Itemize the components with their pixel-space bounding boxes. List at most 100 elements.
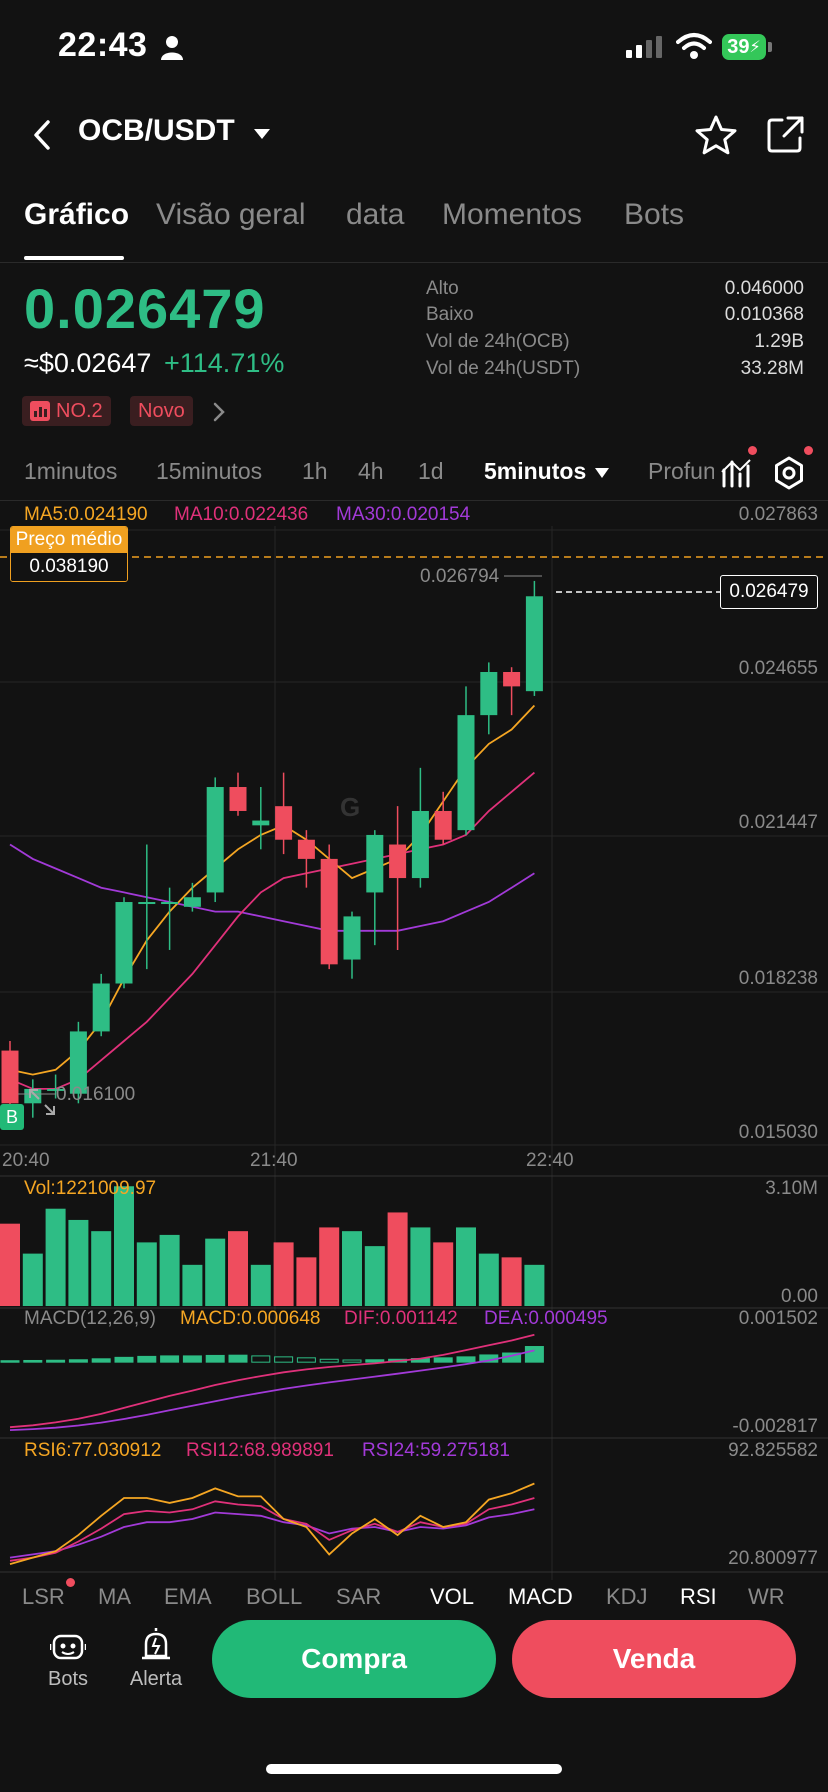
candle-body: [229, 787, 247, 811]
ind-tab-sar[interactable]: SAR: [336, 1584, 382, 1606]
candle-body: [275, 806, 293, 840]
ind-tab-ema[interactable]: EMA: [164, 1584, 212, 1606]
macd-dif: DIF:0.001142: [344, 1308, 458, 1329]
macd-hist-bar: [365, 1359, 385, 1363]
star-icon[interactable]: [694, 114, 738, 156]
sell-button[interactable]: Venda: [512, 1620, 796, 1698]
candle-body: [480, 671, 498, 716]
vol-quote-label: Vol de 24h(USDT): [426, 358, 581, 379]
volume-bar: [524, 1264, 545, 1306]
tab-grafico[interactable]: Gráfico: [24, 198, 130, 231]
share-icon[interactable]: [766, 114, 806, 154]
macd-hist-bar: [319, 1358, 339, 1363]
macd-hist-bar: [182, 1355, 202, 1363]
candle-body: [1, 1050, 19, 1104]
ma5-legend: MA5:0.024190: [24, 504, 148, 525]
price-axis-label: 0.027863: [738, 504, 818, 525]
candle-body: [320, 858, 338, 965]
macd-value: MACD:0.000648: [180, 1308, 321, 1329]
macd-hist-bar: [137, 1355, 157, 1363]
divider: [0, 262, 828, 263]
macd-hist-bar: [296, 1357, 316, 1363]
tab-data[interactable]: data: [346, 198, 405, 231]
chevron-right-icon[interactable]: [212, 402, 226, 422]
volume-bar: [273, 1242, 294, 1306]
ind-tab-vol[interactable]: VOL: [430, 1584, 475, 1606]
high-marker: 0.026794: [420, 566, 500, 587]
ind-tab-boll[interactable]: BOLL: [246, 1584, 303, 1606]
macd-dea: DEA:0.000495: [484, 1308, 608, 1329]
ma10-legend: MA10:0.022436: [174, 504, 309, 525]
volume-min: 0.00: [781, 1286, 818, 1307]
wifi-icon: [676, 33, 712, 59]
indicator-settings-icon[interactable]: [720, 456, 752, 488]
current-price-tag[interactable]: 0.026479: [720, 575, 818, 609]
bots-label[interactable]: Bots: [47, 1668, 89, 1690]
rank-badge[interactable]: NO.2: [22, 396, 111, 426]
candle-body: [24, 1088, 42, 1104]
interval-dropdown-icon[interactable]: [594, 467, 610, 479]
buy-marker[interactable]: B: [0, 1104, 24, 1130]
gear-icon[interactable]: [772, 456, 806, 490]
ind-tab-lsr[interactable]: LSR: [22, 1584, 65, 1606]
volume-bar: [182, 1264, 203, 1306]
ind-tab-ma[interactable]: MA: [98, 1584, 131, 1606]
rsi6-legend: RSI6:77.030912: [24, 1440, 162, 1461]
volume-bar: [478, 1253, 499, 1306]
volume-bar: [228, 1231, 248, 1306]
ind-tab-rsi[interactable]: RSI: [680, 1584, 717, 1606]
new-badge: Novo: [130, 396, 193, 426]
candle-body: [138, 902, 156, 905]
home-indicator[interactable]: [266, 1764, 562, 1774]
time-axis-label: 22:40: [526, 1150, 574, 1171]
alert-label[interactable]: Alerta: [129, 1668, 183, 1690]
depth-tab[interactable]: Profund: [648, 458, 714, 484]
avg-price-label: Preço médio: [11, 527, 127, 553]
macd-hist-bar: [91, 1358, 111, 1363]
volume-max: 3.10M: [765, 1178, 818, 1199]
tab-visao-geral[interactable]: Visão geral: [156, 198, 306, 231]
pair-dropdown-icon[interactable]: [252, 127, 272, 141]
volume-bar: [0, 1223, 20, 1306]
buy-button[interactable]: Compra: [212, 1620, 496, 1698]
back-icon[interactable]: [30, 118, 54, 152]
candle-body: [297, 839, 315, 859]
volume-bar: [456, 1227, 476, 1306]
battery-icon: 39 ⚡: [722, 34, 766, 60]
expand-icon[interactable]: [28, 1088, 56, 1116]
price-chart[interactable]: G: [0, 500, 828, 1585]
macd-chart: [0, 1333, 544, 1431]
tab-bots[interactable]: Bots: [624, 198, 685, 231]
volume-bar: [387, 1212, 408, 1306]
interval-4h[interactable]: 4h: [358, 458, 384, 484]
macd-hist-bar: [274, 1356, 294, 1363]
macd-hist-bar: [433, 1357, 453, 1363]
usd-price: ≈$0.02647: [24, 348, 152, 378]
macd-hist-bar: [46, 1359, 66, 1363]
interval-1m[interactable]: 1minutos: [24, 458, 118, 484]
ma-lines: [9, 704, 536, 1090]
volume-bar: [342, 1231, 362, 1306]
interval-1h[interactable]: 1h: [302, 458, 328, 484]
tab-underline: [24, 256, 124, 260]
candle-body: [252, 820, 270, 826]
tab-momentos[interactable]: Momentos: [442, 198, 583, 231]
battery-cap: [768, 42, 772, 52]
ind-tab-kdj[interactable]: KDJ: [606, 1584, 648, 1606]
macd-params: MACD(12,26,9): [24, 1308, 156, 1329]
ind-tab-wr[interactable]: WR: [748, 1584, 785, 1606]
pair-title[interactable]: OCB/USDT: [78, 114, 235, 147]
interval-15m[interactable]: 15minutos: [156, 458, 263, 484]
candle-body: [366, 834, 384, 893]
candle-body: [183, 897, 201, 907]
bots-icon[interactable]: [50, 1630, 86, 1662]
interval-1d[interactable]: 1d: [418, 458, 444, 484]
candle-body: [457, 715, 475, 831]
ind-tab-macd[interactable]: MACD: [508, 1584, 573, 1606]
ma10-line: [9, 771, 535, 1090]
candle-body: [525, 596, 543, 692]
alert-icon[interactable]: [140, 1628, 172, 1662]
volume-bar: [205, 1238, 226, 1306]
volume-bar: [250, 1264, 271, 1306]
interval-selected[interactable]: 5minutos: [484, 458, 587, 484]
